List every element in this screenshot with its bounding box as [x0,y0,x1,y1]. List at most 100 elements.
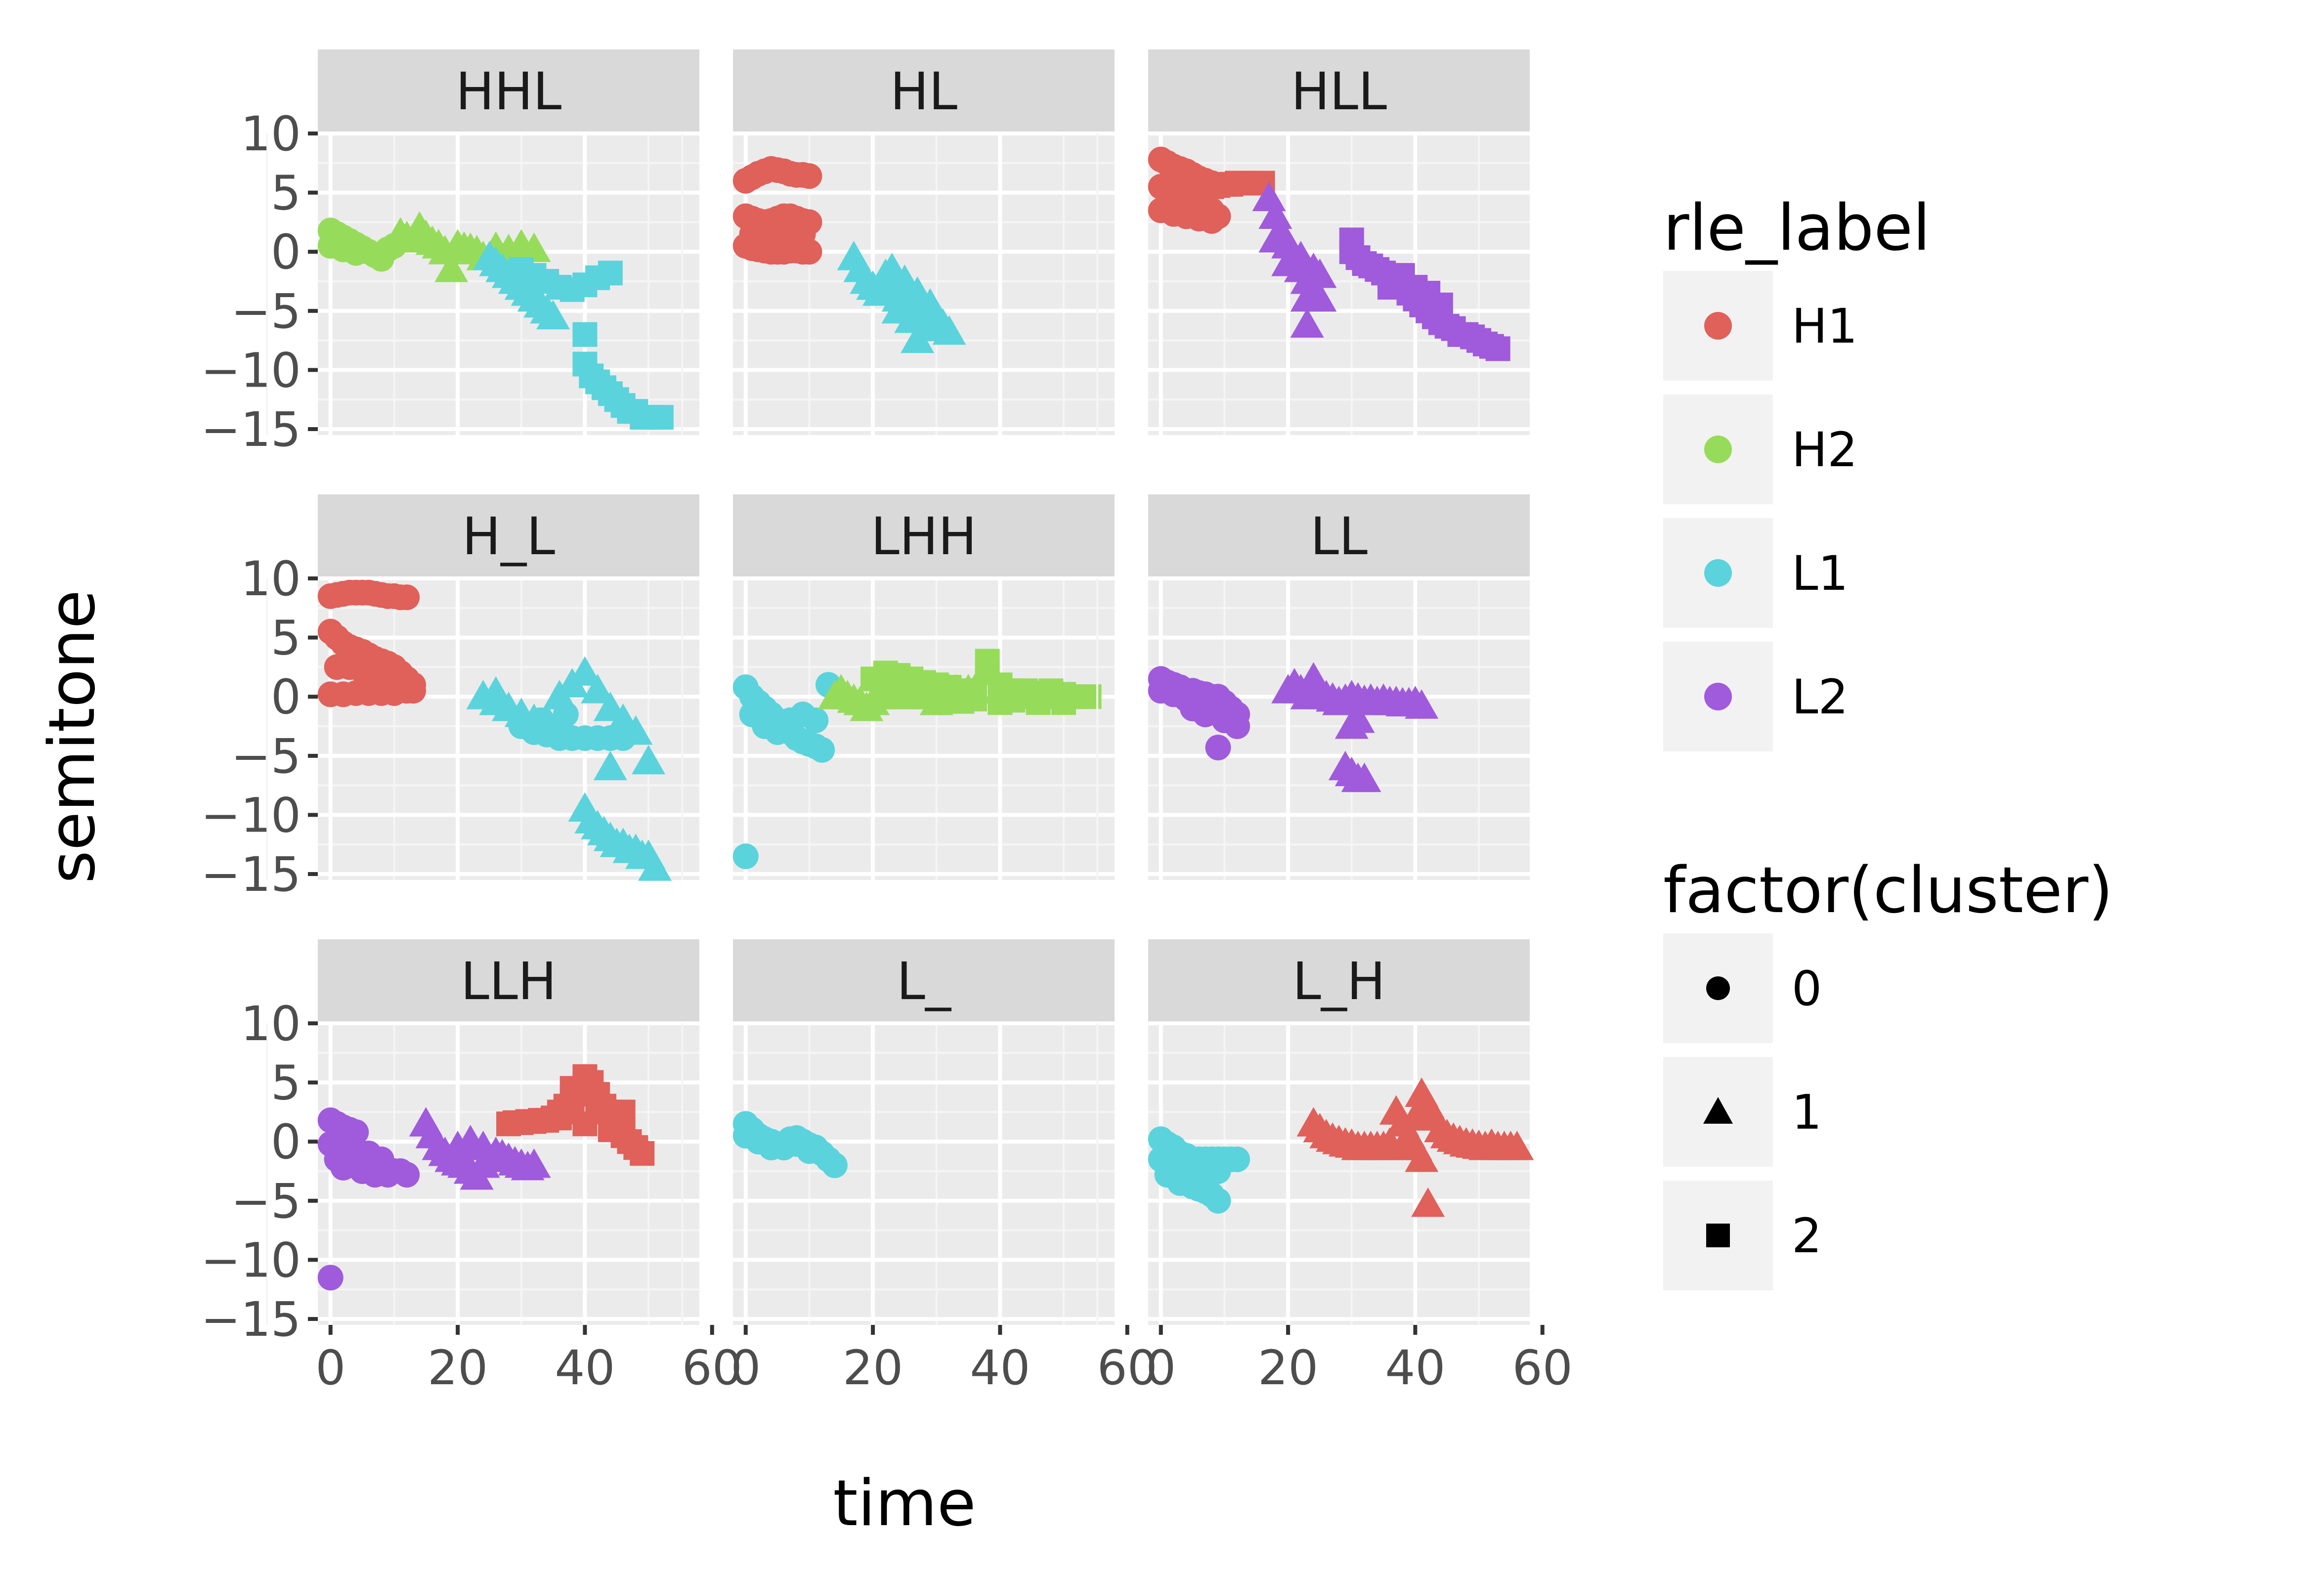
data-point [368,1146,394,1173]
legend-label: L1 [1792,546,1849,601]
shape-legend-item-0: 0 [1663,933,1822,1043]
data-points [317,579,672,881]
data-point [343,1119,369,1145]
data-point [638,851,672,881]
data-points [1148,662,1439,792]
data-points [317,211,674,430]
data-point [1205,1187,1231,1214]
color-legend-item-h1: H1 [1663,271,1857,381]
y-tick-label: 10 [241,106,301,162]
y-tick-label: 0 [271,1114,301,1170]
facet-panel-ll: LL [1096,494,1545,880]
y-tick-label: 0 [271,224,301,280]
x-tick-label: 0 [315,1340,345,1396]
x-tick-label: 60 [1097,1340,1158,1396]
facet-panel-l_: L_ [681,939,1129,1325]
data-point [632,745,666,775]
data-point [1180,696,1206,722]
facet-strip-label: H_L [462,506,555,567]
color-legend-title: rle_label [1663,191,1931,265]
data-point [553,702,579,728]
y-tick-label: −15 [201,847,301,902]
data-point [1347,762,1381,792]
shape-legend-title: factor(cluster) [1663,854,2113,927]
data-point [1205,1158,1231,1185]
x-tick-label: 20 [1258,1340,1318,1396]
y-tick-label: −15 [201,402,301,457]
facet-strip [1148,939,1530,1023]
x-axis-title: time [833,1467,976,1540]
data-point [648,405,674,430]
color-legend-item-l2: L2 [1663,642,1849,751]
legend: rle_label factor(cluster) H1 H2 L1 L2 0 1 2 [1663,191,2113,1290]
legend-symbol [1704,436,1732,463]
facet-strip [318,939,699,1023]
data-point [894,303,928,333]
facet-strip-label: L_ [897,951,952,1011]
data-point [752,219,778,246]
facet-strip-label: HLL [1291,61,1387,122]
data-point [796,163,822,189]
data-point [479,676,513,706]
data-point [1205,735,1231,761]
data-point [1218,707,1244,734]
data-point [598,261,623,286]
data-point [572,322,598,347]
data-point [901,323,935,353]
data-point [387,666,414,692]
data-points [317,1064,655,1291]
y-tick-label: 10 [241,551,301,607]
y-axis-title: semitone [36,590,109,883]
color-legend-item-l1: L1 [1663,518,1849,628]
data-point [610,725,636,751]
data-point [803,707,829,734]
x-tick-label: 60 [682,1340,742,1396]
facet-panel-h_l: H_L [266,494,714,881]
data-point [1341,703,1375,733]
data-point [568,656,602,686]
data-point [1051,690,1076,715]
data-points [1148,1077,1534,1217]
data-point [330,1154,356,1181]
data-point [1373,1127,1407,1157]
x-tick-label: 0 [731,1340,761,1396]
data-point [517,1148,551,1178]
data-point [790,221,816,247]
facet-panel-l_h: L_H [1096,939,1545,1325]
x-tick-label: 40 [1385,1340,1445,1396]
data-point [821,1152,848,1179]
data-points [732,156,966,353]
legend-symbol [1703,1097,1733,1124]
facet-strip [733,494,1115,578]
data-points [732,649,1102,870]
data-point [517,232,551,262]
shape-legend-item-2: 2 [1663,1181,1822,1290]
legend-symbol [1706,1224,1730,1247]
y-tick-label: −10 [201,343,301,398]
legend-label: L2 [1792,669,1849,725]
facet-strip-label: HHL [456,61,561,122]
data-point [434,253,469,282]
data-point [1485,336,1510,361]
facet-strip [1148,494,1530,578]
x-tick-label: 20 [843,1340,903,1396]
facet-strip-label: L_H [1292,951,1385,1011]
data-points [732,1111,848,1179]
data-point [479,1142,513,1172]
data-point [1290,308,1324,338]
facet-panels: HHL HL HLL H_L LHH LL LLH L_ L_H [266,49,1545,1325]
legend-label: 1 [1792,1085,1822,1140]
data-point [1258,223,1292,253]
legend-label: 0 [1792,961,1822,1016]
facet-strip [1148,49,1530,133]
facet-strip-label: HL [890,61,957,122]
facet-strip [318,49,699,133]
y-tick-label: 0 [271,669,301,725]
x-tick-label: 20 [428,1340,488,1396]
facet-panel-hhl: HHL [266,49,714,435]
data-point [1428,292,1453,317]
data-point [343,240,369,266]
data-point [394,1162,420,1188]
x-axes: 0 20 40 600 20 40 600 20 40 60 [315,1325,1573,1396]
